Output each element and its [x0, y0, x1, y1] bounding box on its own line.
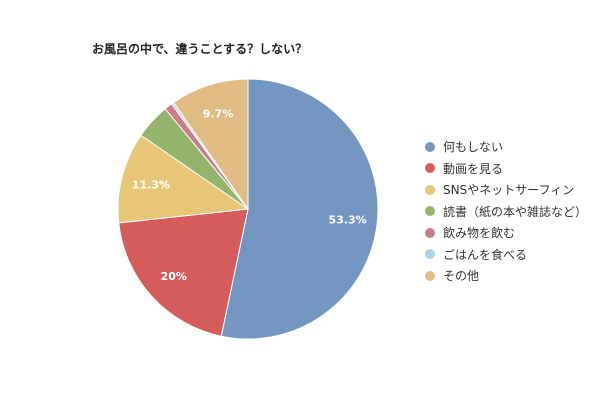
slice-data-label: 11.3% [132, 178, 170, 191]
legend-swatch [425, 249, 435, 260]
legend-label: 何もしない [443, 140, 504, 155]
legend-item: その他 [425, 265, 587, 287]
legend-label: その他 [443, 269, 480, 284]
legend-item: SNSやネットサーフィン [425, 179, 587, 201]
legend-label: 動画を見る [443, 161, 504, 176]
legend-item: 飲み物を飲む [425, 222, 587, 244]
slice-data-label: 20% [161, 270, 187, 283]
slice-data-label: 53.3% [329, 213, 367, 226]
legend-swatch [425, 184, 435, 195]
pie-slice-1 [220, 78, 379, 340]
legend-item: 何もしない [425, 136, 587, 158]
legend-label: 読書（紙の本や雑誌など） [443, 204, 588, 219]
chart-title: お風呂の中で、違うことする？しない？ [92, 42, 308, 56]
pie-slice-7 [172, 78, 249, 211]
pie-slices [117, 78, 379, 340]
legend-swatch [425, 227, 435, 238]
legend-item: ごはんを食べる [425, 244, 587, 266]
slice-data-label: 9.7% [203, 108, 234, 121]
legend: 何もしない動画を見る SNSやネットサーフィン 読書（紙の本や雑誌など） 飲み物を飲む… [425, 136, 587, 287]
legend-item: 動画を見る [425, 158, 587, 180]
legend-label: ごはんを食べる [443, 247, 528, 262]
pie-slice-3 [117, 134, 250, 224]
legend-label: SNSやネットサーフィン [443, 183, 575, 198]
pie-slice-2 [118, 208, 249, 337]
legend-item: 読書（紙の本や雑誌など） [425, 201, 587, 223]
pie-data-labels: 53.3% 20% 11.3% 9.7% [132, 108, 367, 284]
legend-swatch [425, 163, 435, 174]
legend-label: 飲み物を飲む [443, 226, 516, 241]
legend-swatch [425, 270, 435, 281]
legend-swatch [425, 141, 435, 152]
legend-swatch [425, 206, 435, 217]
